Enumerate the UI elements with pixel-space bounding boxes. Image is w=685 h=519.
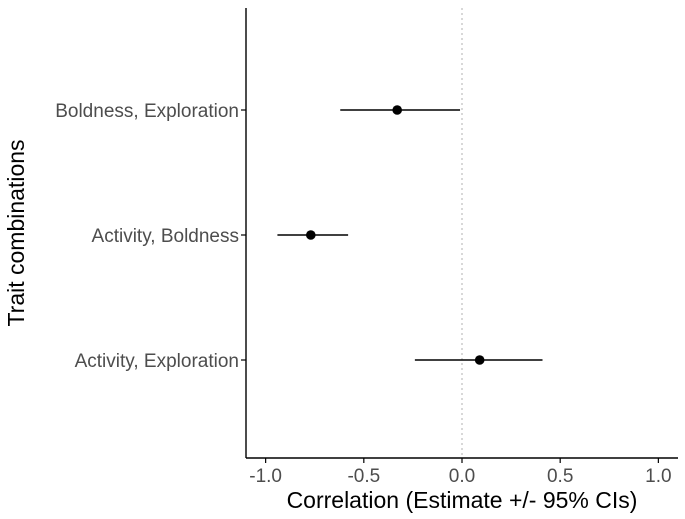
estimate-point bbox=[306, 230, 316, 240]
x-tick-label: -1.0 bbox=[249, 466, 282, 487]
estimate-point bbox=[392, 105, 403, 115]
y-tick-label: Activity, Boldness bbox=[92, 226, 239, 247]
x-axis-title: Correlation (Estimate +/- 95% CIs) bbox=[287, 487, 638, 513]
y-ticks: Boldness, Exploration Activity, Boldness A… bbox=[55, 101, 246, 372]
y-tick-label: Boldness, Exploration bbox=[55, 101, 239, 122]
point-layer bbox=[306, 105, 485, 365]
y-axis-title: Trait combinations bbox=[3, 139, 29, 326]
x-ticks: -1.0 -0.5 0.0 0.5 1.0 bbox=[249, 458, 672, 487]
interval-layer bbox=[277, 109, 543, 361]
estimate-point bbox=[474, 355, 485, 365]
x-tick-label: -0.5 bbox=[347, 466, 380, 487]
x-tick-label: 1.0 bbox=[645, 466, 671, 487]
y-tick-label: Activity, Exploration bbox=[75, 351, 239, 372]
x-tick-label: 0.5 bbox=[547, 466, 573, 487]
x-tick-label: 0.0 bbox=[449, 466, 475, 487]
